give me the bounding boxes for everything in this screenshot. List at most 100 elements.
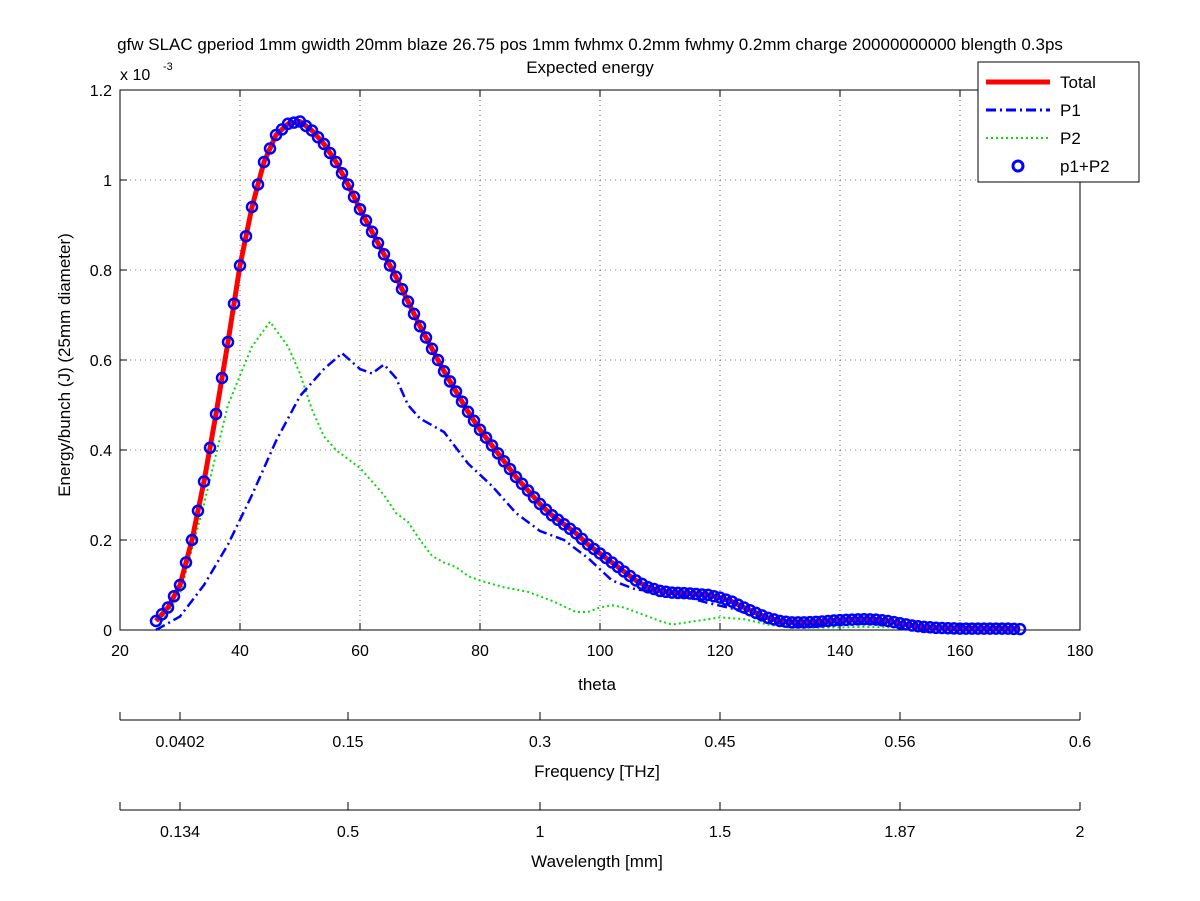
marker-p1-plus-p2 — [395, 282, 409, 296]
marker-p1-plus-p2 — [731, 598, 745, 611]
marker-p1-plus-p2 — [743, 603, 757, 617]
marker-p1-plus-p2 — [755, 609, 769, 622]
marker-p1-plus-p2 — [335, 166, 349, 180]
marker-p1-plus-p2 — [491, 447, 505, 460]
y-axis-label: Energy/bunch (J) (25mm diameter) — [55, 233, 74, 497]
marker-p1-plus-p2 — [185, 533, 199, 547]
marker-p1-plus-p2 — [467, 414, 481, 428]
marker-p1-plus-p2 — [989, 622, 1003, 635]
marker-p1-plus-p2 — [863, 613, 877, 626]
marker-p1-plus-p2 — [947, 622, 961, 635]
y-tick-label: 1 — [103, 173, 112, 190]
marker-p1-plus-p2 — [323, 146, 337, 160]
marker-p1-plus-p2 — [233, 259, 247, 272]
y-exponent-label: x 10 -3 — [120, 61, 173, 84]
marker-p1-plus-p2 — [647, 582, 661, 596]
marker-p1-plus-p2 — [449, 385, 463, 398]
secondary-tick-label: 0.134 — [160, 824, 200, 841]
secondary-tick-label: 2 — [1076, 824, 1085, 841]
marker-p1-plus-p2 — [965, 622, 979, 635]
legend-label-total: Total — [1060, 73, 1096, 92]
marker-p1-plus-p2 — [227, 297, 241, 310]
marker-p1-plus-p2 — [791, 616, 805, 629]
chart-title-line2: Expected energy — [526, 58, 654, 77]
y-tick-label: 0.6 — [90, 353, 112, 370]
marker-p1-plus-p2 — [287, 116, 301, 129]
chart-title-line1: gfw SLAC gperiod 1mm gwidth 20mm blaze 2… — [117, 35, 1063, 54]
marker-p1-plus-p2 — [155, 608, 169, 621]
series-line-total — [154, 119, 1021, 632]
series-layer — [149, 115, 1027, 636]
secondary-tick-label: 1.5 — [709, 824, 731, 841]
x-tick-label: 20 — [111, 643, 129, 660]
marker-p1-plus-p2 — [941, 621, 955, 635]
secondary-tick-label: 0.5 — [337, 824, 359, 841]
marker-p1-plus-p2 — [887, 615, 901, 629]
marker-p1-plus-p2 — [749, 606, 763, 620]
secondary-tick-label: 0.45 — [704, 734, 735, 751]
marker-p1-plus-p2 — [455, 395, 469, 408]
marker-p1-plus-p2 — [377, 248, 391, 261]
marker-p1-plus-p2 — [473, 423, 487, 437]
marker-p1-plus-p2 — [173, 578, 187, 592]
marker-p1-plus-p2 — [827, 614, 841, 627]
marker-p1-plus-p2 — [953, 622, 967, 635]
marker-p1-plus-p2 — [857, 612, 871, 626]
marker-p1-plus-p2 — [785, 616, 799, 629]
marker-p1-plus-p2 — [407, 307, 421, 321]
marker-p1-plus-p2 — [161, 601, 175, 614]
y-tick-label: 0.4 — [90, 443, 112, 460]
marker-p1-plus-p2 — [245, 200, 259, 214]
marker-p1-plus-p2 — [191, 504, 205, 518]
secondary-axis-label: Wavelength [mm] — [531, 852, 663, 871]
marker-p1-plus-p2 — [215, 371, 229, 385]
marker-p1-plus-p2 — [959, 622, 973, 635]
secondary-tick-label: 0.56 — [884, 734, 915, 751]
marker-p1-plus-p2 — [479, 431, 493, 444]
marker-p1-plus-p2 — [905, 619, 919, 632]
marker-p1-plus-p2 — [851, 613, 865, 626]
marker-p1-plus-p2 — [839, 613, 853, 627]
x-tick-label: 60 — [351, 643, 369, 660]
marker-p1-plus-p2 — [383, 259, 397, 272]
y-tick-label: 1.2 — [90, 83, 112, 100]
series-line-p1 — [155, 351, 1021, 632]
secondary-tick-label: 1 — [536, 824, 545, 841]
marker-p1-plus-p2 — [719, 593, 733, 606]
marker-p1-plus-p2 — [509, 470, 523, 484]
y-tick-label: 0.2 — [90, 533, 112, 550]
marker-p1-plus-p2 — [683, 587, 697, 600]
marker-p1-plus-p2 — [311, 130, 325, 144]
legend-swatch-markers — [1011, 159, 1025, 173]
marker-p1-plus-p2 — [413, 319, 427, 333]
legend: Total P1 P2 p1+P2 — [977, 61, 1140, 183]
marker-p1-plus-p2 — [209, 407, 223, 421]
x-tick-label: 40 — [231, 643, 249, 660]
marker-p1-plus-p2 — [875, 614, 889, 627]
x-tick-label: 180 — [1067, 643, 1094, 660]
marker-p1-plus-p2 — [257, 155, 271, 169]
marker-p1-plus-p2 — [761, 611, 775, 625]
marker-p1-plus-p2 — [521, 484, 535, 497]
marker-p1-plus-p2 — [929, 621, 943, 635]
x-tick-label: 80 — [471, 643, 489, 660]
marker-p1-plus-p2 — [773, 614, 787, 628]
x-axis: 20 40 60 80 100 120 140 160 180 — [111, 90, 1093, 660]
marker-p1-plus-p2 — [653, 584, 667, 598]
marker-p1-plus-p2 — [983, 622, 997, 635]
marker-p1-plus-p2 — [1013, 622, 1027, 636]
marker-p1-plus-p2 — [923, 621, 937, 634]
y-exponent-base: x 10 — [120, 67, 150, 84]
marker-p1-plus-p2 — [995, 622, 1009, 635]
secondary-tick-label: 0.6 — [1069, 734, 1091, 751]
marker-p1-plus-p2 — [167, 590, 181, 603]
marker-p1-plus-p2 — [1001, 622, 1015, 635]
legend-label-p2: P2 — [1060, 129, 1081, 148]
marker-p1-plus-p2 — [425, 342, 439, 356]
marker-p1-plus-p2 — [263, 142, 277, 155]
marker-p1-plus-p2 — [329, 155, 343, 169]
marker-p1-plus-p2 — [815, 615, 829, 628]
x-tick-label: 160 — [947, 643, 974, 660]
frequency-axis: 0.0402 0.15 0.3 0.45 0.56 0.6 Frequency [THz] — [119, 712, 1091, 781]
marker-p1-plus-p2 — [725, 595, 739, 608]
